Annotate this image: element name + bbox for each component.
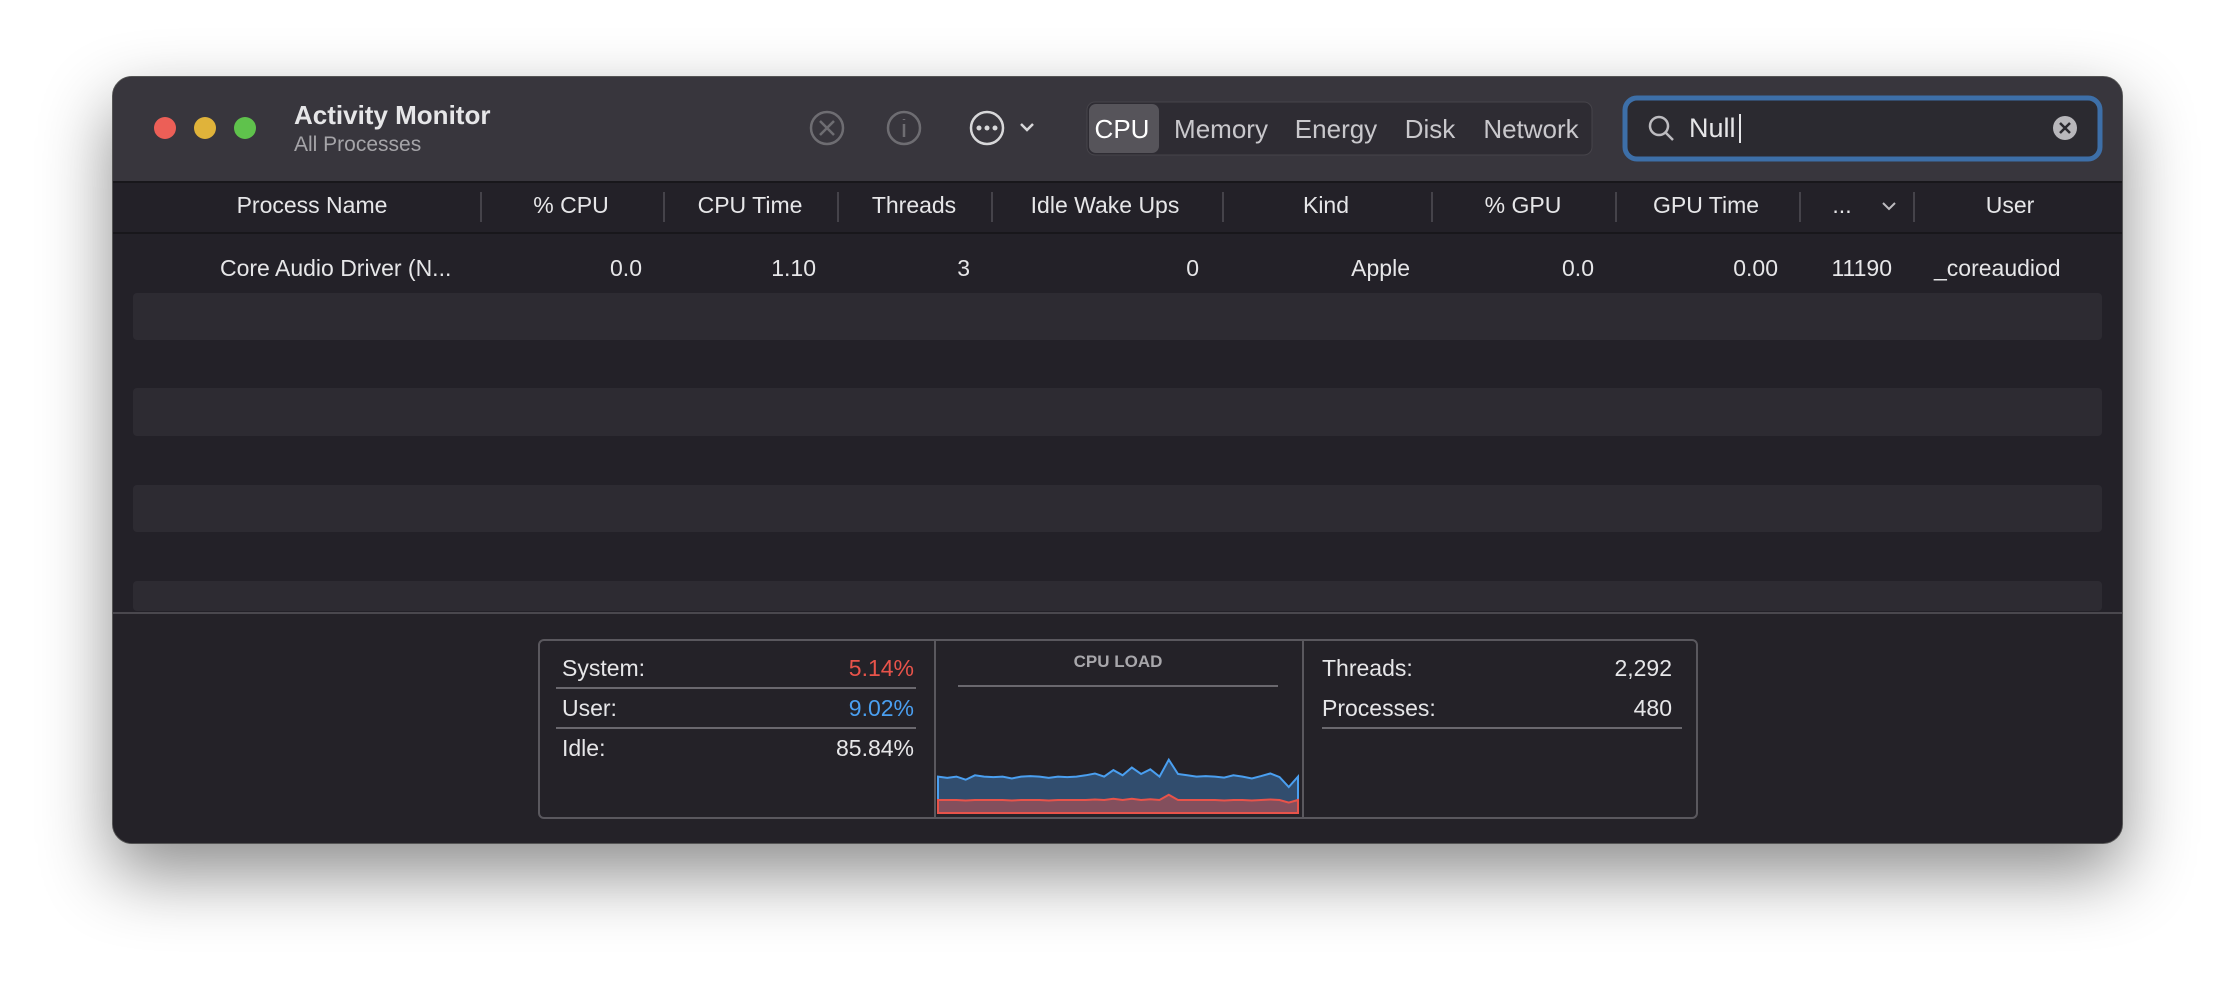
stats-panel: System: 5.14% User: 9.02% Idle: 85.84% Threads… <box>538 639 1698 819</box>
table-cell: 0.00 <box>1733 255 1778 281</box>
column-header[interactable]: Threads <box>871 192 957 218</box>
column-header[interactable]: % CPU <box>533 192 609 218</box>
cpu-load-area <box>937 793 1299 814</box>
more-icon[interactable] <box>969 110 1005 146</box>
column-header[interactable]: % GPU <box>1484 192 1562 218</box>
table-cell: 1.10 <box>771 255 816 281</box>
stat-value: 480 <box>1633 695 1672 721</box>
column-separator <box>1222 192 1224 222</box>
cpu-load-graph <box>937 757 1299 814</box>
minimize-button[interactable] <box>194 117 216 139</box>
table-cell: _coreaudiod <box>1934 255 2061 281</box>
stat-value: 5.14% <box>848 655 914 681</box>
stat-value: 85.84% <box>835 735 914 761</box>
row-stripe <box>133 388 2102 436</box>
table-cell: 11190 <box>1831 255 1892 281</box>
window: Activity Monitor All Processes CPU Memory… <box>112 76 2123 844</box>
table-cell: 0.0 <box>1562 255 1594 281</box>
window-subtitle: All Processes <box>294 133 422 156</box>
column-header[interactable]: Process Name <box>236 192 388 218</box>
row-stripe <box>133 485 2102 532</box>
info-icon[interactable] <box>886 110 922 146</box>
tab-bar <box>1086 101 1593 156</box>
stat-value: 9.02% <box>848 695 914 721</box>
title-bar: Activity Monitor All Processes CPU Memory… <box>113 77 2122 183</box>
table-cell: Apple <box>1351 255 1410 281</box>
table-cell: Core Audio Driver (N... <box>220 255 452 281</box>
column-header[interactable]: CPU Time <box>697 192 803 218</box>
table-cell: 0 <box>1186 255 1199 281</box>
column-header[interactable]: GPU Time <box>1652 192 1760 218</box>
stat-label: Idle: <box>562 735 606 761</box>
window-title: Activity Monitor <box>294 100 491 130</box>
stat-value: 2,292 <box>1614 655 1672 681</box>
row-stripe <box>133 581 2102 611</box>
column-separator <box>1799 192 1801 222</box>
table-cell: 0.0 <box>610 255 642 281</box>
close-button[interactable] <box>154 117 176 139</box>
search-field[interactable] <box>1622 95 2103 162</box>
column-separator <box>991 192 993 222</box>
toolbar-icons <box>809 95 2103 162</box>
tab[interactable]: CPU <box>1094 114 1150 144</box>
column-separator <box>480 192 482 222</box>
zoom-button[interactable] <box>234 117 256 139</box>
stat-label: User: <box>562 695 617 721</box>
tab[interactable]: Memory <box>1174 114 1268 144</box>
stat-label: Threads: <box>1322 655 1413 681</box>
search-text[interactable]: Null <box>1689 113 1736 143</box>
tab-selected <box>1089 104 1159 153</box>
graph-title: CPU LOAD <box>1073 652 1163 671</box>
column-header[interactable]: User <box>1985 192 2035 218</box>
sort-chevron[interactable] <box>113 77 2122 337</box>
column-header[interactable]: Idle Wake Ups <box>1030 192 1180 218</box>
column-separator <box>1431 192 1433 222</box>
column-separator <box>1615 192 1617 222</box>
table-cell: 3 <box>957 255 970 281</box>
tab[interactable]: Energy <box>1294 114 1378 144</box>
column-separator <box>663 192 665 222</box>
column-header[interactable]: ... <box>1832 192 1852 218</box>
column-separator <box>837 192 839 222</box>
tab[interactable]: Network <box>1483 114 1579 144</box>
stop-icon[interactable] <box>809 110 845 146</box>
stat-label: System: <box>562 655 646 681</box>
stat-label: Processes: <box>1322 695 1436 721</box>
column-header[interactable]: Kind <box>1302 192 1350 218</box>
footer: System: 5.14% User: 9.02% Idle: 85.84% Threads… <box>113 612 2122 843</box>
row-stripe <box>133 293 2102 340</box>
tab[interactable]: Disk <box>1404 114 1456 144</box>
column-separator <box>1913 192 1915 222</box>
